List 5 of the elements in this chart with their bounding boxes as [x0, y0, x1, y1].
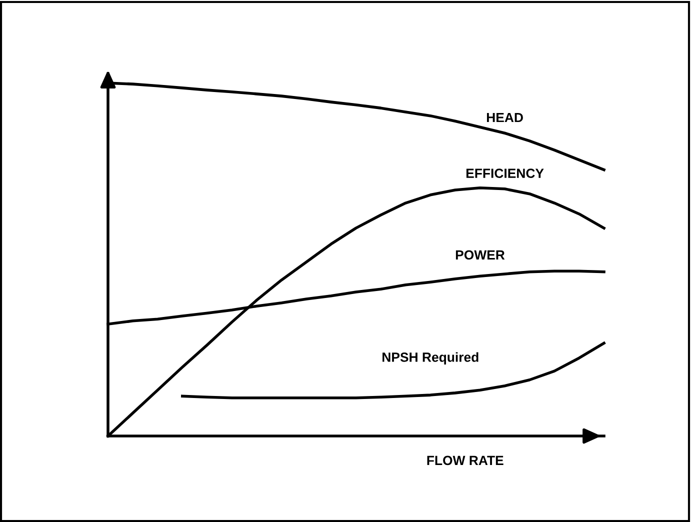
series-label: POWER	[456, 250, 505, 260]
series-label: HEAD	[486, 112, 523, 122]
series-label: NPSH Required	[382, 352, 478, 364]
series-label: EFFICIENCY	[466, 168, 544, 178]
x-axis-title: FLOW RATE	[427, 456, 504, 466]
